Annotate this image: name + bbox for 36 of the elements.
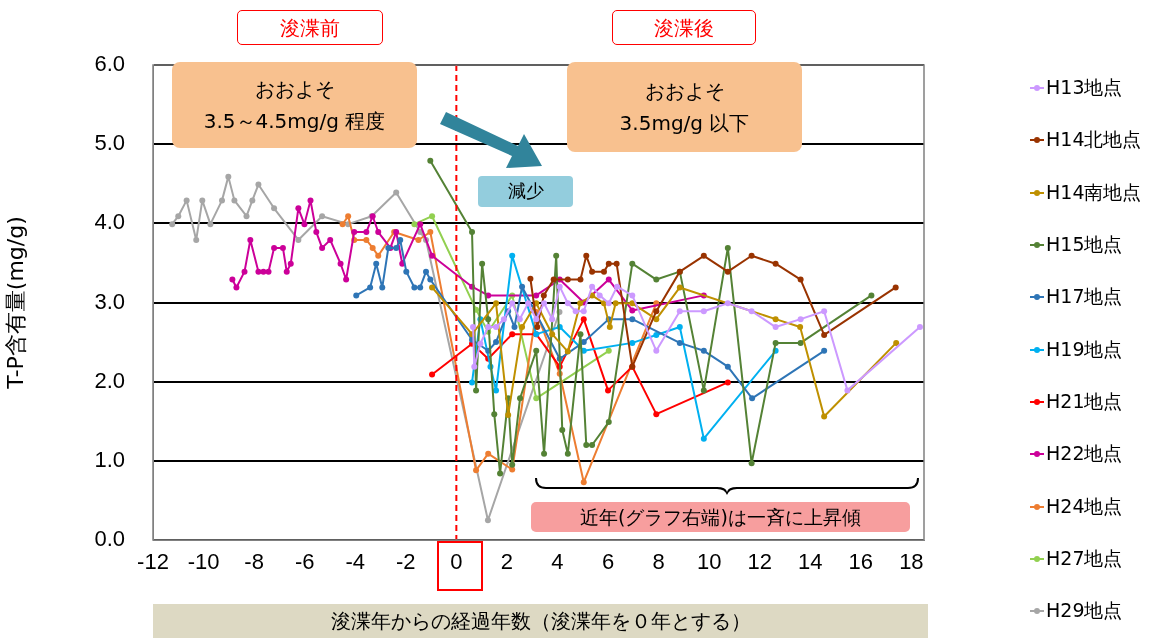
x-tick-label: -4 (345, 549, 366, 575)
x-tick-label: -10 (187, 549, 220, 575)
x-tick-label: -8 (244, 549, 264, 575)
y-tick-label: 0.0 (94, 526, 125, 552)
legend-label: H14北地点 (1046, 127, 1142, 153)
x-tick-label: 8 (652, 549, 665, 575)
x-axis-title: 浚渫年からの経過年数（浚渫年を０年とする） (153, 604, 928, 638)
x-tick-label: 4 (551, 549, 564, 575)
x-tick-label: 16 (848, 549, 874, 575)
x-tick-label: 6 (601, 549, 615, 575)
x-tick-label: 12 (747, 549, 772, 575)
legend-label: H14南地点 (1046, 179, 1142, 205)
y-tick-label: 2.0 (94, 367, 125, 393)
legend-label: H24地点 (1046, 493, 1123, 519)
y-tick-label: 5.0 (94, 130, 125, 156)
legend-label: H27地点 (1046, 545, 1123, 571)
y-tick-label: 1.0 (94, 446, 125, 472)
x-tick-label: -12 (137, 549, 169, 575)
x-tick-label: -6 (294, 549, 315, 575)
legend-label: H29地点 (1046, 598, 1123, 624)
y-axis-title: T-P含有量(mg/g) (2, 216, 28, 390)
y-tick-label: 4.0 (94, 209, 125, 235)
y-tick-label: 6.0 (94, 51, 125, 77)
legend-label: H22地点 (1046, 441, 1123, 467)
x-tick-label: 18 (899, 549, 924, 575)
legend-label: H19地点 (1046, 336, 1123, 362)
legend-label: H15地点 (1046, 232, 1123, 258)
x-tick-label: 0 (450, 549, 463, 575)
legend-label: H21地点 (1046, 388, 1123, 414)
x-tick-label: -2 (396, 549, 416, 575)
x-tick-label: 2 (500, 549, 514, 575)
legend-label: H13地点 (1046, 75, 1123, 101)
y-tick-label: 3.0 (94, 288, 125, 314)
x-tick-label: 10 (696, 549, 722, 575)
x-tick-label: 14 (798, 549, 823, 575)
legend-label: H17地点 (1046, 284, 1123, 310)
